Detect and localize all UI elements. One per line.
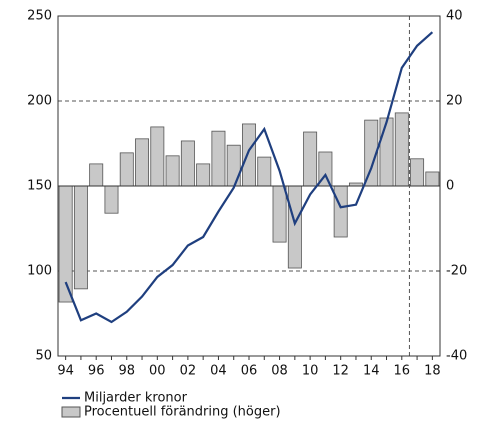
bar [425,171,440,187]
x-tick-label: 00 [149,364,166,379]
y-tick-label: 250 [27,9,52,24]
x-tick-label: 94 [57,364,74,379]
x-tick-label: 12 [332,364,349,379]
x-tick-label: 98 [118,364,135,379]
bar [303,131,318,187]
bar [272,185,287,243]
bar [379,117,394,187]
bar [226,144,241,187]
y2-tick-label: -40 [446,349,467,364]
bar [165,155,180,187]
legend-label: Procentuell förändring (höger) [84,405,281,420]
y2-tick-label: 0 [446,179,454,194]
bar [135,138,150,187]
legend-label: Miljarder kronor [84,391,188,406]
line [64,31,434,324]
bar [333,185,348,238]
x-tick-label: 10 [302,364,319,379]
y-tick-label: 100 [27,264,52,279]
x-tick-label: 16 [394,364,411,379]
bar [196,163,211,187]
bar [119,152,134,187]
bar [180,140,195,187]
y2-tick-label: 20 [446,94,463,109]
x-tick-label: 96 [88,364,105,379]
bar [73,185,88,290]
x-tick-label: 06 [241,364,258,379]
legend-box [61,406,81,418]
x-tick-label: 14 [363,364,380,379]
bar [257,156,272,187]
bar [104,185,119,214]
y-tick-label: 200 [27,94,52,109]
bar [410,158,425,187]
y-tick-label: 150 [27,179,52,194]
bar [394,112,409,187]
bar [211,130,226,187]
y2-tick-label: 40 [446,9,463,24]
x-tick-label: 04 [210,364,227,379]
x-tick-label: 08 [271,364,288,379]
x-tick-label: 18 [424,364,441,379]
bar [89,163,104,187]
bar [287,185,302,269]
y-tick-label: 50 [35,349,52,364]
bar [242,123,256,187]
x-tick-label: 02 [180,364,197,379]
y2-tick-label: -20 [446,264,467,279]
bar [150,126,165,187]
